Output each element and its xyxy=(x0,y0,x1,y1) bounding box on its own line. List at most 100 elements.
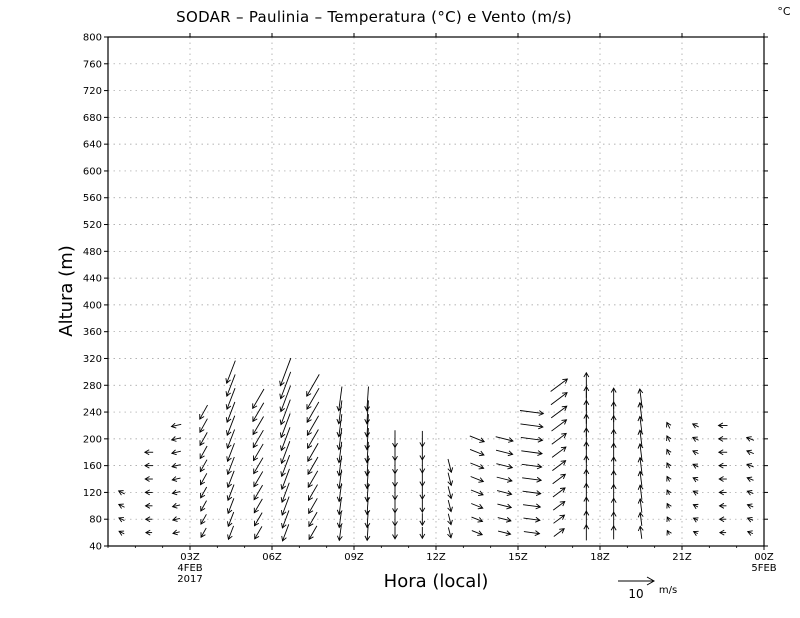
wind-vector xyxy=(522,504,541,508)
wind-vector xyxy=(747,504,754,508)
wind-vector-head xyxy=(200,532,206,539)
wind-vector xyxy=(521,463,542,468)
wind-vector-head xyxy=(200,519,206,525)
wind-vector-head xyxy=(364,483,371,490)
wind-vector xyxy=(366,414,369,437)
wind-vector-head xyxy=(691,423,698,429)
wind-vector-head xyxy=(226,456,232,463)
wind-vector xyxy=(639,485,643,500)
wind-vector-head xyxy=(692,530,699,536)
wind-vector xyxy=(281,510,290,529)
wind-vector xyxy=(471,516,483,522)
wind-vector-head xyxy=(718,502,725,509)
wind-vector-head xyxy=(392,469,398,475)
wind-vector-head xyxy=(252,429,258,436)
wind-vector-head xyxy=(171,476,178,482)
wind-vector xyxy=(746,477,754,481)
wind-vector-head xyxy=(280,458,286,465)
wind-vector-head xyxy=(692,517,699,523)
wind-vector-head xyxy=(364,431,371,438)
wind-vector-head xyxy=(280,445,286,452)
x-tick-year: 2017 xyxy=(177,574,202,585)
wind-vector-head xyxy=(447,506,453,513)
wind-vector xyxy=(306,374,320,397)
wind-vector-head xyxy=(253,481,259,488)
wind-vector xyxy=(520,436,543,441)
wind-vector-head xyxy=(746,490,753,496)
wind-vector xyxy=(746,436,755,441)
wind-vector-head xyxy=(538,423,544,430)
wind-vector-head xyxy=(637,470,644,477)
wind-vector-head xyxy=(479,437,486,443)
wind-vector xyxy=(666,462,671,469)
wind-vector xyxy=(227,470,235,488)
wind-vector-head xyxy=(746,530,753,536)
wind-vector-head xyxy=(560,487,566,493)
wind-vector-head xyxy=(691,436,698,442)
wind-vector xyxy=(522,477,542,481)
wind-vector-head xyxy=(506,503,513,510)
wind-vector-head xyxy=(717,422,724,429)
wind-vector-head xyxy=(226,508,233,515)
wind-vector-head xyxy=(419,520,426,527)
wind-vector xyxy=(199,445,208,459)
wind-vector-head xyxy=(535,503,542,510)
wind-vector xyxy=(447,513,452,525)
wind-vector xyxy=(519,410,544,415)
wind-vector-head xyxy=(225,417,232,424)
wind-vector-head xyxy=(336,444,343,451)
wind-vector-head xyxy=(253,507,259,514)
wind-vector xyxy=(692,463,699,468)
wind-vector xyxy=(200,486,208,499)
wind-vector xyxy=(692,477,699,481)
wind-vector xyxy=(498,530,511,535)
wind-vector-head xyxy=(118,530,125,536)
wind-vector-head xyxy=(419,442,426,448)
wind-vector xyxy=(550,405,568,419)
wind-vector xyxy=(447,472,452,486)
wind-vector-head xyxy=(666,435,672,441)
wind-vector-head xyxy=(279,380,285,387)
wind-vector-head xyxy=(364,444,371,451)
wind-vector-head xyxy=(610,387,617,393)
wind-vector xyxy=(227,525,235,540)
wind-vector-head xyxy=(535,516,541,523)
y-tick-label: 360 xyxy=(83,327,102,338)
y-tick-label: 80 xyxy=(89,515,102,526)
wind-vector-head xyxy=(746,516,753,523)
y-tick-label: 600 xyxy=(83,166,102,177)
wind-vector xyxy=(280,371,292,399)
x-tick-label: 00Z xyxy=(754,552,774,563)
wind-vector-head xyxy=(306,391,312,397)
wind-vector-head xyxy=(717,449,724,456)
wind-vector-head xyxy=(560,473,567,480)
wind-vector xyxy=(226,388,236,410)
wind-vector-head xyxy=(279,419,286,426)
y-tick-label: 520 xyxy=(83,220,102,231)
wind-vector xyxy=(366,386,369,411)
wind-vector-head xyxy=(199,414,205,420)
wind-vector-head xyxy=(307,456,313,463)
wind-vector xyxy=(172,477,181,481)
wind-vector xyxy=(172,491,181,494)
wind-vector xyxy=(171,464,181,468)
wind-vector xyxy=(552,487,566,498)
wind-vector-head xyxy=(226,482,233,489)
wind-vector-head xyxy=(307,482,313,489)
y-tick-label: 160 xyxy=(83,461,102,472)
wind-vector-head xyxy=(307,469,313,476)
wind-vector-head xyxy=(306,404,312,410)
wind-vector xyxy=(521,450,543,455)
x-tick-label: 21Z xyxy=(672,552,692,563)
wind-vector-head xyxy=(364,470,371,477)
wind-vector xyxy=(306,401,320,423)
wind-vector-head xyxy=(447,532,453,539)
wind-vector xyxy=(552,501,566,511)
y-tick-label: 720 xyxy=(83,86,102,97)
wind-vector-head xyxy=(478,490,484,496)
y-tick-label: 640 xyxy=(83,140,102,151)
wind-vector-head xyxy=(364,406,371,412)
wind-vector-head xyxy=(281,522,287,529)
wind-vector xyxy=(199,459,208,472)
